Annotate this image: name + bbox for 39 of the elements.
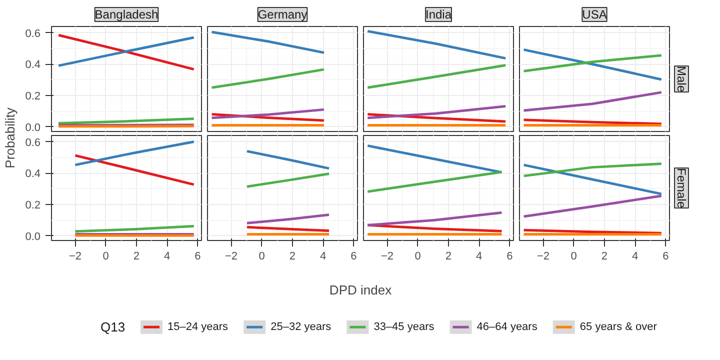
x-tick-label: 6 bbox=[194, 250, 201, 262]
y-tick-label: 0.6 bbox=[25, 136, 41, 149]
x-tick-label: 2 bbox=[601, 250, 608, 262]
legend-title: Q13 bbox=[100, 320, 126, 335]
x-tick-label: −2 bbox=[536, 250, 550, 262]
legend-label: 65 years & over bbox=[580, 321, 658, 334]
y-tick-label: 0.0 bbox=[25, 230, 41, 243]
x-axis-title: DPD index bbox=[329, 282, 392, 298]
x-tick-label: 2 bbox=[289, 250, 296, 262]
x-tick-label: 0 bbox=[258, 250, 265, 262]
y-axis-title: Probability bbox=[2, 107, 18, 168]
y-tick-label: 0.2 bbox=[25, 90, 41, 102]
legend-label: 33–45 years bbox=[374, 321, 435, 334]
x-tick-label: 4 bbox=[476, 250, 482, 262]
y-tick-label: 0.6 bbox=[25, 28, 41, 40]
x-tick-label: 6 bbox=[506, 250, 513, 262]
x-tick-label: 6 bbox=[662, 250, 669, 262]
legend-label: 25–32 years bbox=[270, 321, 332, 334]
y2-axis-title: Female bbox=[674, 168, 688, 208]
y-tick-label: 0.4 bbox=[25, 59, 41, 72]
legend-label: 15–24 years bbox=[168, 321, 229, 334]
legend-label: 46–64 years bbox=[476, 321, 538, 334]
x-tick-label: 2 bbox=[133, 250, 140, 262]
x-tick-label: 0 bbox=[414, 250, 421, 262]
x-tick-label: −2 bbox=[224, 250, 238, 262]
x-tick-label: 4 bbox=[632, 250, 638, 262]
y-tick-label: 0.4 bbox=[25, 168, 41, 180]
x-tick-label: 4 bbox=[164, 250, 170, 262]
x-tick-label: −2 bbox=[380, 250, 394, 262]
x-tick-label: 0 bbox=[570, 250, 577, 262]
x-tick-label: 4 bbox=[320, 250, 326, 262]
x-tick-label: −2 bbox=[68, 250, 82, 262]
y-tick-label: 0.2 bbox=[25, 199, 41, 212]
chart-title: Bangladesh bbox=[94, 8, 158, 22]
x-tick-label: 2 bbox=[445, 250, 452, 262]
y-tick-label: 0.0 bbox=[25, 122, 41, 134]
x-tick-label: 0 bbox=[102, 250, 109, 262]
x-tick-label: 6 bbox=[350, 250, 357, 262]
y2-axis-title: Male bbox=[674, 66, 688, 92]
